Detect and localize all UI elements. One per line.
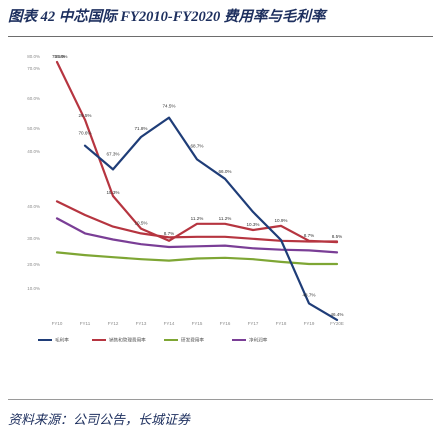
- data-label: 66.0%: [218, 169, 231, 174]
- x-tick-label: FY14: [164, 321, 175, 326]
- chart: 80.0% 70.0% 60.0% 50.0% 40.0% 40.0% 30.0% 20.0%…: [27, 54, 344, 344]
- x-tick-label: FY17: [248, 321, 259, 326]
- data-label: 46.4%: [330, 312, 343, 317]
- y-tick-label: 60.0%: [27, 96, 40, 101]
- y-tick-label: 70.0%: [27, 66, 40, 71]
- series-line: [55, 251, 339, 266]
- data-label: 15.3%: [106, 190, 119, 195]
- x-tick-label: FY11: [80, 321, 91, 326]
- x-tick-label: FY18: [276, 321, 287, 326]
- x-tick-label: FY10: [52, 321, 63, 326]
- data-label: 10.9%: [274, 218, 287, 223]
- y-tick-label: 10.0%: [27, 286, 40, 291]
- y-tick-label: 40.0%: [27, 149, 40, 154]
- x-tick-label: FY16: [220, 321, 231, 326]
- y-tick-label: 80.0%: [27, 54, 40, 59]
- series-line: [55, 217, 339, 254]
- source-note: 资料来源：公司公告，长城证券: [8, 412, 191, 427]
- y-tick-label: 50.0%: [27, 126, 40, 131]
- x-tick-label: FY20E: [330, 321, 344, 326]
- data-label: 11.2%: [191, 216, 204, 221]
- legend-label: 销售和管理费用率: [109, 337, 146, 344]
- x-tick-label: FY13: [136, 321, 147, 326]
- data-label: 74.5%: [162, 104, 175, 109]
- legend-label: 净利润率: [249, 337, 268, 344]
- data-label: 67.3%: [106, 151, 119, 156]
- x-tick-label: FY19: [304, 321, 315, 326]
- data-label: 70.6%: [78, 131, 91, 136]
- data-label: 35.0%: [54, 54, 67, 59]
- legend-label: 研发费用率: [181, 337, 204, 344]
- figure-title: 图表 42 中芯国际 FY2010-FY2020 费用率与毛利率: [8, 9, 326, 25]
- data-label: 8.7%: [164, 231, 174, 236]
- data-label: 8.5%: [332, 234, 342, 239]
- title-rule: [8, 36, 433, 37]
- data-label: 10.5%: [134, 221, 147, 226]
- y-tick-label: 30.0%: [27, 236, 40, 241]
- x-tick-label: FY15: [192, 321, 203, 326]
- data-label: 26.5%: [78, 113, 91, 118]
- data-label: 48.7%: [302, 292, 315, 297]
- data-label: 75.5%: [52, 54, 65, 59]
- x-tick-label: FY12: [108, 321, 119, 326]
- data-label: 11.2%: [219, 216, 232, 221]
- y-tick-label: 20.0%: [27, 262, 40, 267]
- data-label: 10.3%: [246, 222, 259, 227]
- data-label: 68.7%: [190, 143, 203, 148]
- data-label: 71.8%: [134, 126, 147, 131]
- series-line: [55, 60, 339, 244]
- legend-label: 毛利率: [55, 337, 69, 344]
- data-label: 8.7%: [304, 233, 314, 238]
- source-rule: [8, 399, 433, 400]
- series-line: [55, 200, 339, 243]
- series-line: [83, 116, 339, 321]
- y-tick-label: 40.0%: [27, 204, 40, 209]
